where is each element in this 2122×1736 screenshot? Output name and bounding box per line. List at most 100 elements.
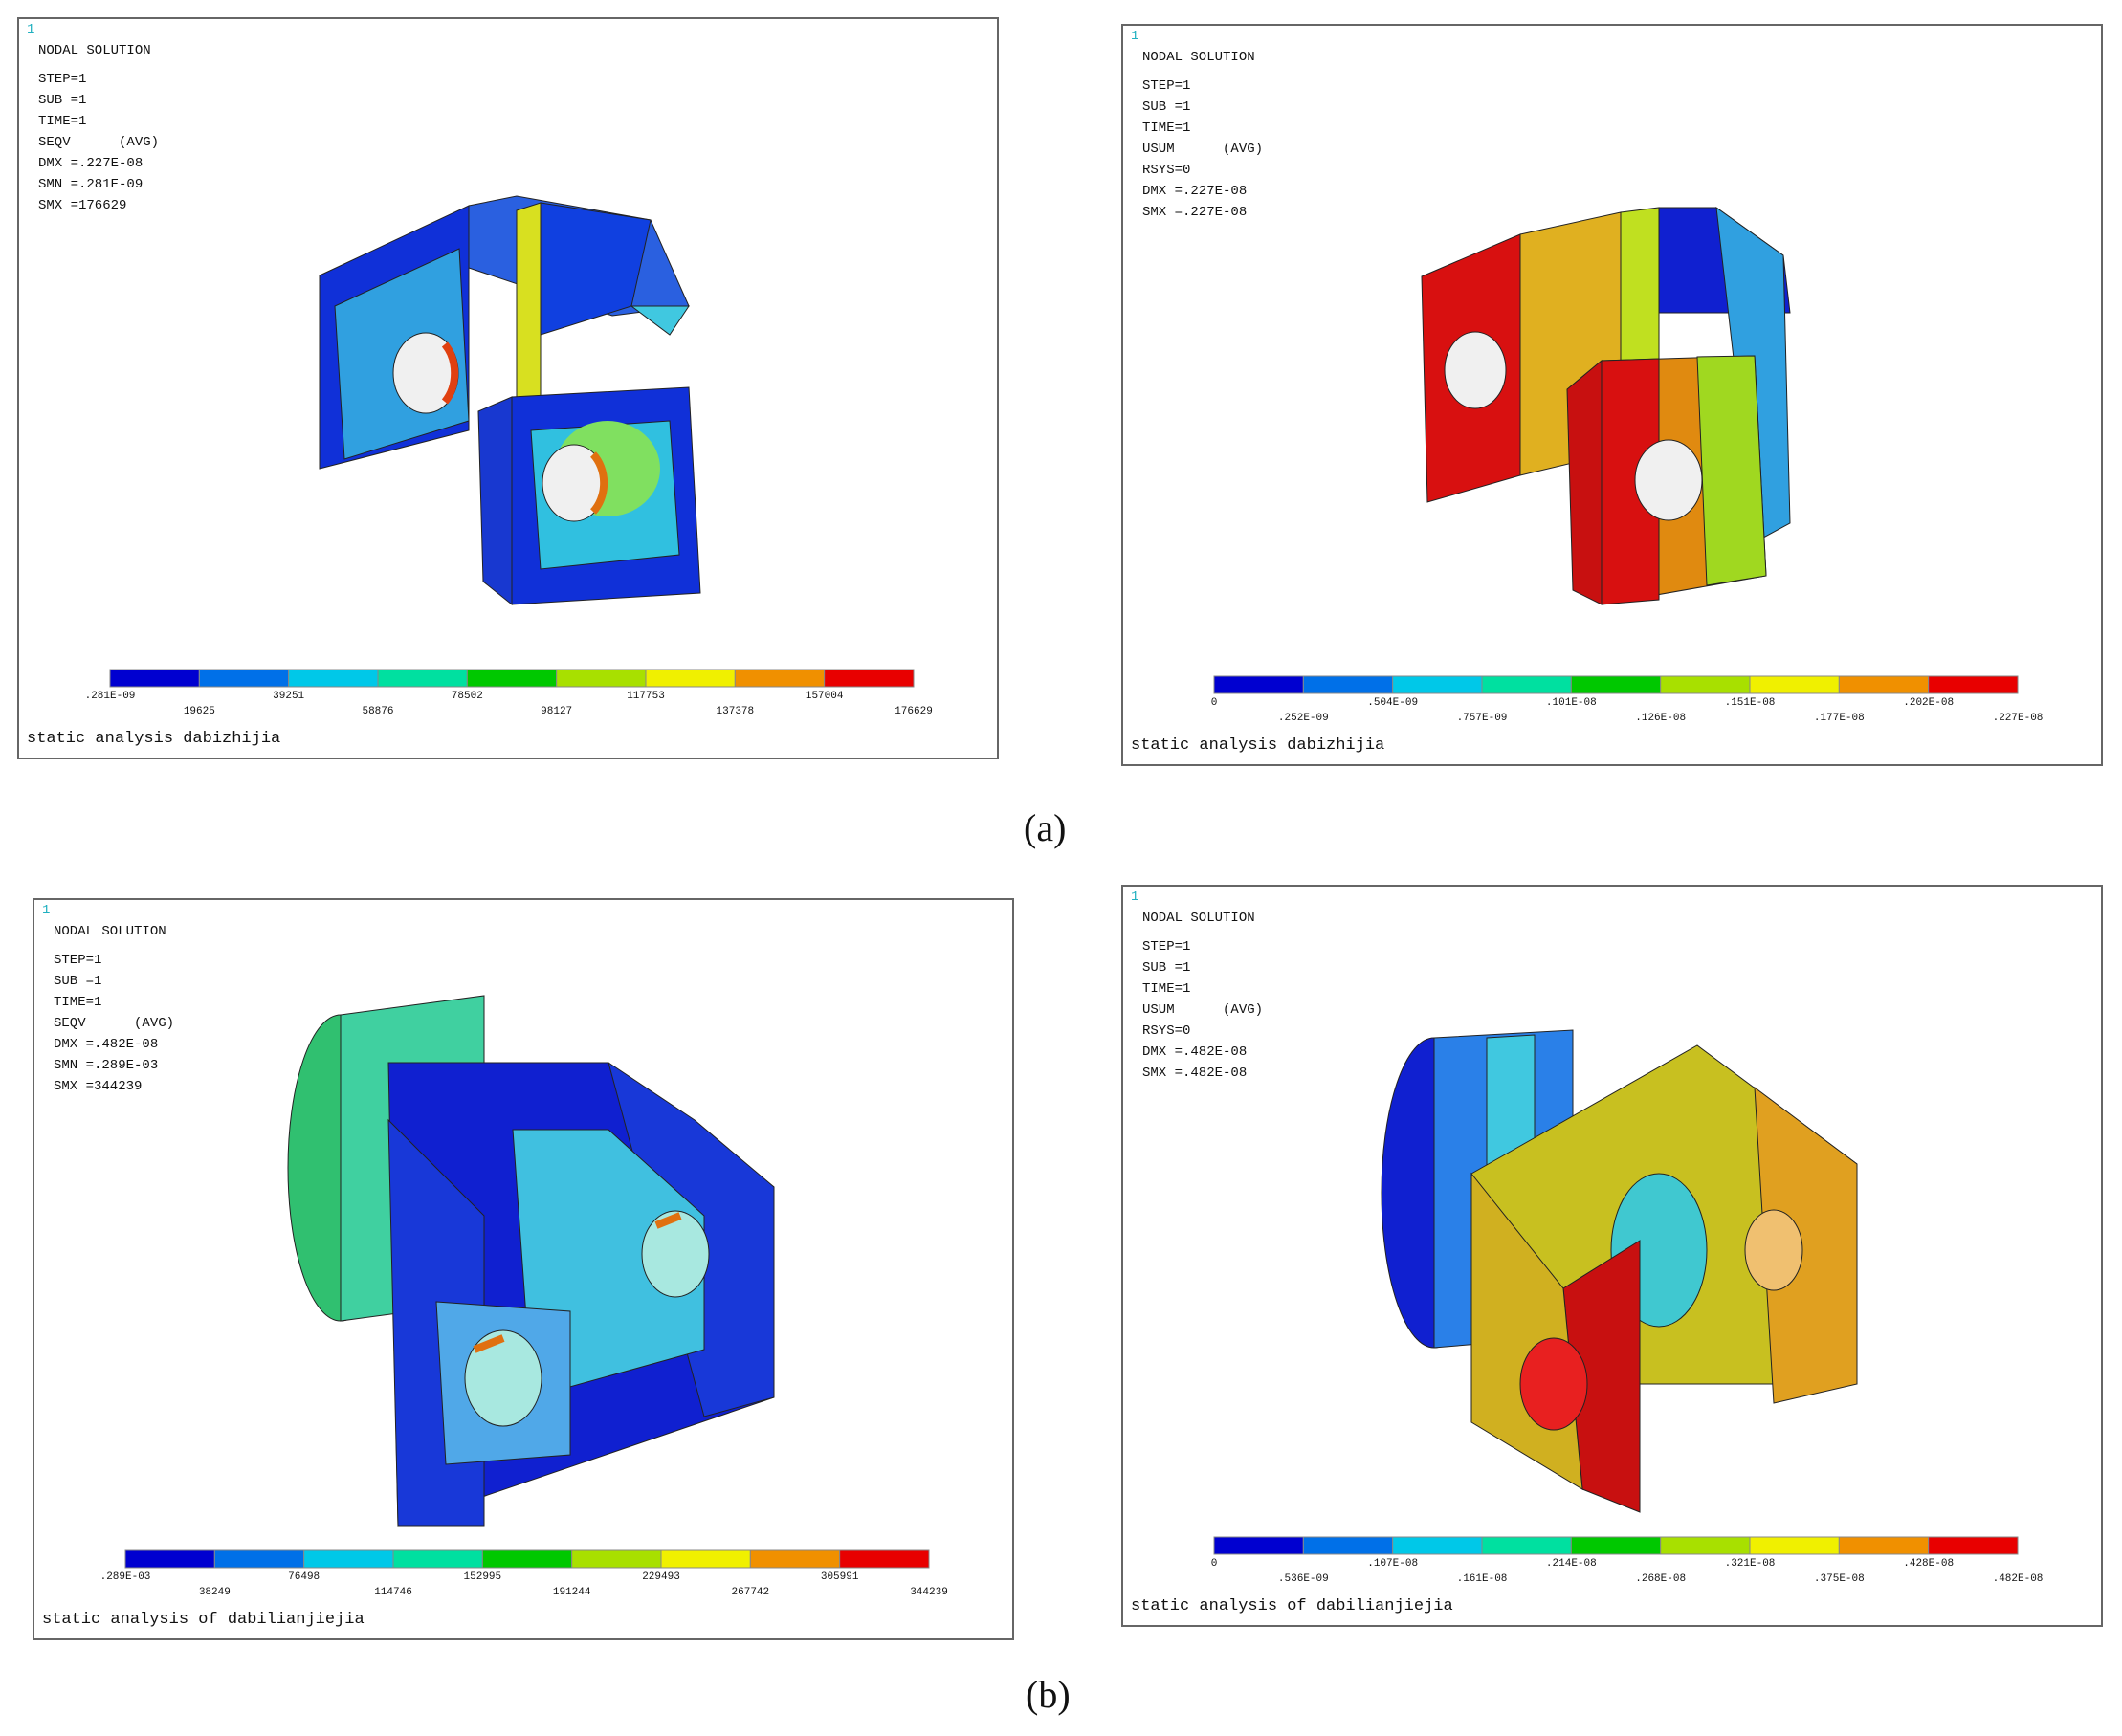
info-line: SUB =1	[1142, 960, 1190, 976]
plot: 1 NODAL SOLUTION STEP=1 SUB =1 TIME=1 SEQV (A…	[27, 22, 933, 748]
legend-label: .375E-08	[1814, 1573, 1865, 1585]
legend-label: .757E-09	[1457, 713, 1508, 724]
legend-label: 191244	[553, 1587, 591, 1598]
legend-label: 58876	[362, 706, 393, 717]
panel-caption: static analysis of dabilianjiejia	[1131, 1597, 1453, 1615]
legend-swatch	[303, 1549, 394, 1569]
legend-label: 176629	[895, 706, 933, 717]
result-panel: 1 NODAL SOLUTION STEP=1 SUB =1 TIME=1 USUM (A…	[1121, 24, 2103, 766]
legend-label: .126E-08	[1635, 713, 1686, 724]
info-line: TIME=1	[54, 995, 101, 1010]
result-panel: 1 NODAL SOLUTION STEP=1 SUB =1 TIME=1 USUM (A…	[1121, 885, 2103, 1627]
plot: 1 NODAL SOLUTION STEP=1 SUB =1 TIME=1 SEQV (A…	[42, 903, 948, 1629]
legend-swatch	[1838, 1536, 1930, 1555]
info-line: STEP=1	[54, 953, 101, 968]
legend-label: .177E-08	[1814, 713, 1865, 724]
legend-swatch	[1392, 1536, 1483, 1555]
solution-title: NODAL SOLUTION	[38, 43, 151, 58]
info-line: SEQV (AVG)	[38, 135, 159, 150]
legend-label: 0	[1211, 1558, 1218, 1570]
legend-label: .227E-08	[1993, 713, 2044, 724]
legend-label: 0	[1211, 697, 1218, 709]
legend-swatch	[1928, 675, 2019, 694]
legend-label: .536E-09	[1278, 1573, 1329, 1585]
legend-label: 117753	[627, 691, 665, 702]
model	[1421, 206, 1791, 605]
subfigure-label: (a)	[1024, 806, 1067, 849]
legend-swatch	[198, 669, 290, 688]
legend-swatch	[1213, 1536, 1304, 1555]
info-line: USUM (AVG)	[1142, 1002, 1263, 1018]
legend-swatch	[124, 1549, 215, 1569]
info-line: TIME=1	[1142, 981, 1190, 997]
info-line: SMX =.482E-08	[1142, 1066, 1247, 1081]
legend-label: .214E-08	[1546, 1558, 1597, 1570]
legend-swatch	[1660, 675, 1751, 694]
legend-swatch	[481, 1549, 573, 1569]
legend-swatch	[466, 669, 558, 688]
legend-swatch	[1302, 1536, 1394, 1555]
legend-swatch	[1481, 675, 1572, 694]
legend-label: .161E-08	[1457, 1573, 1508, 1585]
panel-caption: static analysis of dabilianjiejia	[42, 1611, 365, 1629]
info-line: STEP=1	[1142, 78, 1190, 94]
legend-label: 344239	[910, 1587, 948, 1598]
model	[319, 195, 701, 606]
legend-swatch	[288, 669, 379, 688]
legend-label: .289E-03	[100, 1571, 151, 1583]
legend-swatch	[1660, 1536, 1751, 1555]
legend-swatch	[571, 1549, 662, 1569]
legend-swatch	[734, 669, 826, 688]
legend-label: .252E-09	[1278, 713, 1329, 724]
legend-label: .107E-08	[1367, 1558, 1418, 1570]
legend-swatch	[556, 669, 647, 688]
legend-label: 267742	[732, 1587, 770, 1598]
legend-swatch	[824, 669, 915, 688]
legend-label: 38249	[199, 1587, 231, 1598]
result-panel: 1 NODAL SOLUTION STEP=1 SUB =1 TIME=1 SEQV (A…	[33, 898, 1014, 1640]
window-number: 1	[1131, 890, 1138, 905]
solution-title: NODAL SOLUTION	[1142, 911, 1255, 926]
window-number: 1	[42, 903, 50, 918]
legend-label: .101E-08	[1546, 697, 1597, 709]
legend-label: 157004	[806, 691, 844, 702]
legend-swatch	[377, 669, 468, 688]
panel-caption: static analysis dabizhijia	[27, 730, 280, 748]
info-line: SUB =1	[54, 974, 101, 989]
legend-label: 114746	[374, 1587, 412, 1598]
window-number: 1	[27, 22, 34, 37]
info-line: STEP=1	[1142, 939, 1190, 955]
info-line: RSYS=0	[1142, 1023, 1190, 1039]
info-line: DMX =.482E-08	[1142, 1044, 1247, 1060]
legend-swatch	[1570, 1536, 1662, 1555]
legend-swatch	[1213, 675, 1304, 694]
legend-label: .281E-09	[85, 691, 136, 702]
legend-swatch	[213, 1549, 305, 1569]
legend-swatch	[1570, 675, 1662, 694]
legend-label: .321E-08	[1725, 1558, 1776, 1570]
info-line: SUB =1	[38, 93, 86, 108]
legend-label: .268E-08	[1635, 1573, 1686, 1585]
legend-swatch	[392, 1549, 483, 1569]
legend-swatch	[1928, 1536, 2019, 1555]
legend-swatch	[645, 669, 736, 688]
info-line: TIME=1	[1142, 121, 1190, 136]
legend-label: .428E-08	[1903, 1558, 1954, 1570]
info-line: SEQV (AVG)	[54, 1016, 174, 1031]
model	[1381, 1029, 1858, 1513]
legend-swatch	[109, 669, 200, 688]
legend-label: 137378	[717, 706, 755, 717]
legend-label: 98127	[541, 706, 572, 717]
subfigure-label: (b)	[1026, 1673, 1071, 1716]
legend-label: .504E-09	[1367, 697, 1418, 709]
legend-swatch	[1392, 675, 1483, 694]
info-line: DMX =.227E-08	[1142, 184, 1247, 199]
legend-swatch	[1749, 1536, 1840, 1555]
legend-swatch	[660, 1549, 751, 1569]
legend-label: 76498	[288, 1571, 320, 1583]
legend-label: 229493	[642, 1571, 680, 1583]
info-line: SMN =.281E-09	[38, 177, 143, 192]
solution-title: NODAL SOLUTION	[1142, 50, 1255, 65]
info-line: USUM (AVG)	[1142, 142, 1263, 157]
